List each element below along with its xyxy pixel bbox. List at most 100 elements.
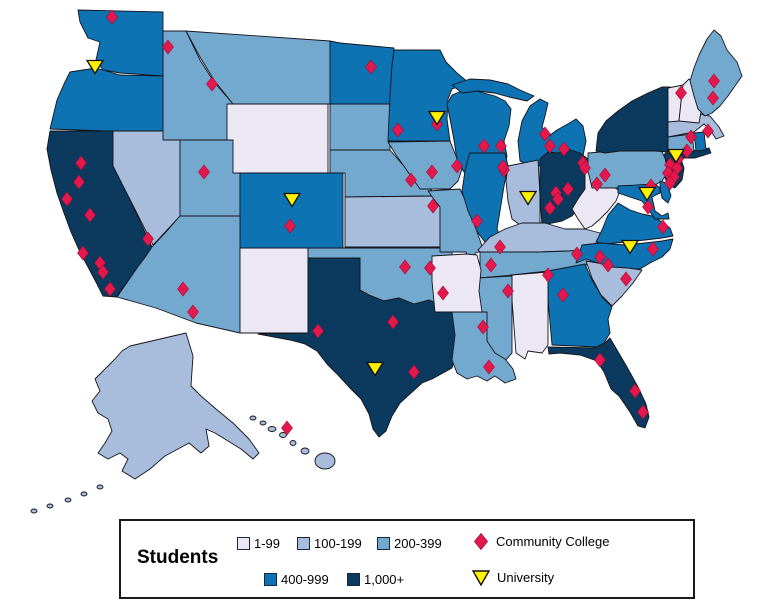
state-wy — [226, 103, 329, 174]
ak-aleutian-island — [64, 497, 72, 503]
state-hi-island — [289, 440, 297, 446]
community-college-marker — [675, 85, 687, 101]
legend-label-1-99: 1-99 — [254, 535, 281, 551]
community-college-marker — [591, 176, 603, 192]
legend-label-1000plus: 1,000+ — [364, 571, 405, 587]
legend-item-1-99: 1-99 — [237, 535, 280, 551]
state-ak — [91, 332, 260, 480]
community-college-marker — [284, 218, 296, 234]
university-marker — [85, 59, 105, 75]
community-college-marker — [142, 231, 154, 247]
state-ny — [595, 86, 676, 154]
community-college-marker — [405, 172, 417, 188]
state-ri — [693, 131, 707, 152]
legend-swatch-200-399 — [377, 536, 390, 550]
community-college-marker — [177, 281, 189, 297]
state-hi-island — [259, 420, 267, 426]
community-college-marker — [502, 283, 514, 299]
state-hi-island — [300, 447, 310, 455]
state-mi-upper-peninsula — [451, 78, 535, 102]
legend-item-university: University — [472, 569, 554, 586]
community-college-marker — [198, 164, 210, 180]
state-hi-big-island — [314, 452, 336, 470]
legend-label-community-college: Community College — [496, 533, 610, 549]
state-nd — [329, 40, 395, 105]
community-college-marker — [497, 159, 509, 175]
legend-swatch-100-199 — [297, 536, 310, 550]
legend-title: Students — [137, 547, 219, 568]
legend-label-400-999: 400-999 — [281, 571, 329, 587]
community-college-markers — [61, 9, 720, 436]
community-college-marker — [562, 181, 574, 197]
state-hi-island — [267, 426, 277, 432]
state-mn — [387, 49, 470, 142]
community-college-marker — [387, 314, 399, 330]
community-college-marker — [642, 199, 654, 215]
community-college-marker — [478, 138, 490, 154]
legend-item-1000plus: 1,000+ — [347, 571, 404, 587]
community-college-marker — [483, 359, 495, 375]
state-ar — [431, 253, 483, 313]
community-college-marker — [73, 174, 85, 190]
state-hi-island — [279, 432, 287, 438]
community-college-marker — [106, 9, 118, 25]
community-college-marker — [664, 175, 676, 191]
legend-item-community-college: Community College — [473, 532, 610, 550]
community-college-marker — [206, 76, 218, 92]
university-marker — [518, 190, 538, 206]
community-college-marker — [426, 164, 438, 180]
state-fl — [547, 337, 650, 429]
community-college-marker — [544, 200, 556, 216]
community-college-marker — [392, 122, 404, 138]
community-college-marker — [408, 364, 420, 380]
community-college-marker — [97, 264, 109, 280]
community-college-marker — [471, 213, 483, 229]
state-or — [49, 67, 164, 134]
state-nm — [239, 247, 309, 334]
legend-item-100-199: 100-199 — [297, 535, 362, 551]
university-markers — [85, 59, 686, 377]
community-college-marker — [494, 239, 506, 255]
community-college-marker — [708, 73, 720, 89]
community-college-marker — [451, 158, 463, 174]
community-college-marker — [557, 287, 569, 303]
community-college-marker — [424, 260, 436, 276]
university-marker — [637, 186, 657, 202]
state-md — [617, 183, 670, 220]
state-ia — [387, 140, 463, 190]
legend-item-400-999: 400-999 — [264, 571, 329, 587]
community-college-marker — [629, 383, 641, 399]
ak-aleutian-island — [30, 508, 38, 514]
legend-item-200-399: 200-399 — [377, 535, 442, 551]
community-college-marker — [312, 323, 324, 339]
legend-swatch-400-999 — [264, 572, 277, 586]
ak-aleutian-island — [96, 484, 104, 490]
state-co — [239, 172, 344, 249]
community-college-marker — [539, 126, 551, 142]
community-college-diamond-icon — [473, 532, 489, 550]
community-college-marker — [657, 219, 669, 235]
state-ga — [547, 263, 613, 348]
community-college-marker — [399, 259, 411, 275]
community-college-marker — [542, 267, 554, 283]
community-college-marker — [477, 319, 489, 335]
community-college-marker — [571, 246, 583, 262]
community-college-marker — [579, 160, 591, 176]
university-triangle-icon — [472, 569, 490, 586]
university-marker — [427, 110, 447, 126]
community-college-marker — [485, 257, 497, 273]
ak-aleutian-island — [46, 503, 54, 509]
university-marker — [282, 192, 302, 208]
state-hi-island — [249, 415, 257, 421]
community-college-marker — [104, 281, 116, 297]
community-college-marker — [61, 191, 73, 207]
community-college-marker — [707, 90, 719, 106]
community-college-marker — [594, 352, 606, 368]
state-me — [689, 29, 743, 117]
community-college-marker — [365, 59, 377, 75]
community-college-marker — [75, 155, 87, 171]
community-college-marker — [620, 271, 632, 287]
community-college-marker — [552, 191, 564, 207]
